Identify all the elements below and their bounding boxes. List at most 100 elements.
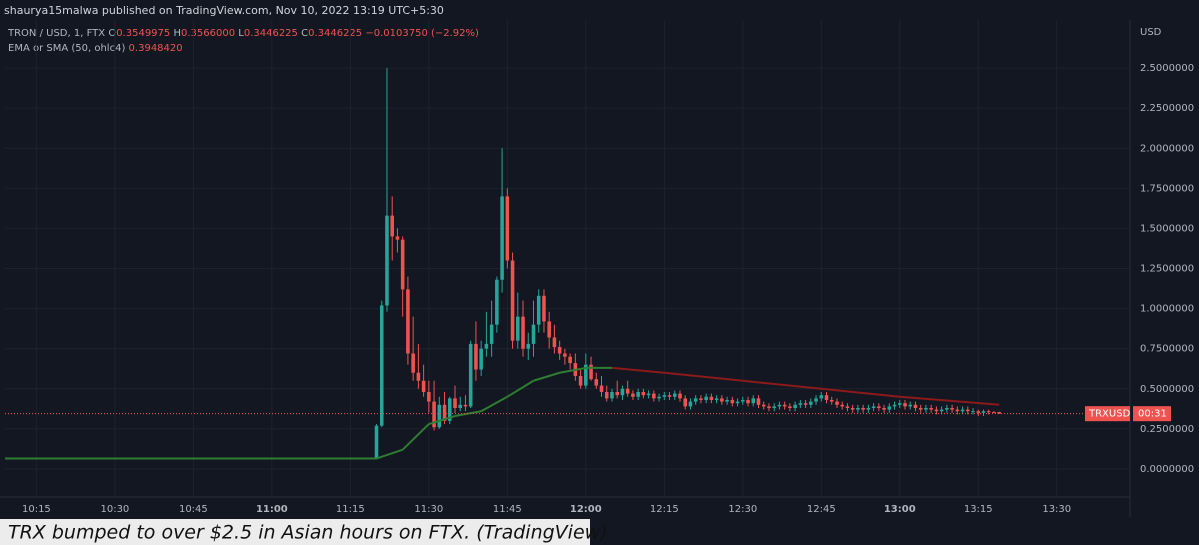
- candle-body: [552, 337, 557, 348]
- candle-body: [427, 391, 431, 402]
- candle-body: [929, 408, 933, 410]
- indicator-line: [454, 410, 482, 418]
- candle-body: [829, 399, 834, 402]
- candle-body: [578, 375, 583, 386]
- candle-body: [516, 316, 520, 341]
- candle-body: [505, 196, 510, 261]
- caption-bar: [0, 519, 590, 545]
- candle-body: [845, 406, 850, 409]
- candle-body: [416, 372, 421, 381]
- candle-body: [960, 409, 965, 412]
- candle-body: [908, 404, 913, 407]
- candle-body: [782, 404, 787, 407]
- candle-body: [840, 404, 844, 407]
- candle-body: [850, 408, 855, 410]
- candle-body: [693, 398, 698, 402]
- legend-change: −0.0103750 (−2.92%): [365, 28, 479, 39]
- indicator-line: [821, 387, 900, 398]
- indicator-line: [664, 371, 743, 382]
- y-tick-label: 0.2500000: [1140, 424, 1194, 435]
- candle-body: [672, 393, 677, 397]
- plot: [5, 68, 1130, 460]
- candle-body: [662, 395, 667, 397]
- candle-body: [761, 404, 766, 407]
- candle-body: [913, 404, 918, 409]
- candle-body: [871, 406, 876, 409]
- candle-body: [986, 411, 991, 413]
- candle-body: [788, 406, 792, 409]
- candle-body: [442, 404, 447, 421]
- y-tick-label: 1.2500000: [1140, 264, 1194, 275]
- candle-body: [385, 215, 389, 306]
- indicator-line: [559, 366, 586, 374]
- candle-body: [479, 348, 483, 370]
- candle-body: [955, 409, 960, 412]
- candle-body: [918, 408, 923, 410]
- candle-body: [966, 409, 970, 412]
- candle-body: [453, 398, 457, 409]
- y-tick-label: 1.0000000: [1140, 304, 1194, 315]
- candle-body: [976, 411, 981, 413]
- candle-body: [604, 391, 609, 399]
- x-tick-label: 11:30: [414, 504, 443, 515]
- x-tick-label: 12:15: [650, 504, 679, 515]
- candle-body: [772, 406, 776, 409]
- legend-h-label: H: [173, 28, 181, 39]
- candle-body: [934, 409, 939, 412]
- candle-body: [395, 236, 400, 240]
- candle-body: [746, 399, 750, 404]
- candle-body: [767, 406, 771, 409]
- candle-body: [411, 353, 415, 373]
- candle-body: [882, 408, 886, 410]
- legend-o-label: O: [108, 28, 116, 39]
- indicator-line: [428, 415, 456, 426]
- candle-body: [704, 396, 708, 400]
- candle-body: [625, 388, 630, 394]
- candle-body: [510, 260, 515, 341]
- x-tick-label: 11:15: [336, 504, 365, 515]
- candle-body: [406, 289, 410, 354]
- price-tag-symbol: TRXUSD: [1088, 409, 1131, 420]
- candle-body: [735, 401, 740, 404]
- candle-body: [584, 364, 588, 386]
- x-tick-label: 12:00: [570, 504, 602, 515]
- candle-body: [741, 399, 745, 402]
- x-tick-label: 12:45: [807, 504, 836, 515]
- candle-body: [631, 393, 635, 397]
- x-tick-label: 13:00: [884, 504, 916, 515]
- candle-body: [709, 396, 714, 400]
- candle-body: [809, 401, 813, 405]
- indicator-name: EMA or SMA (50, ohlc4): [8, 43, 125, 54]
- candle-body: [756, 398, 761, 405]
- legend-symbol: TRON / USD, 1, FTX: [7, 28, 105, 39]
- candle-body: [526, 343, 531, 349]
- candle-body: [500, 196, 504, 280]
- candle-body: [474, 343, 478, 370]
- x-tick-label: 10:45: [179, 504, 208, 515]
- candle-body: [819, 395, 824, 399]
- candle-body: [610, 391, 614, 399]
- candle-body: [547, 321, 551, 338]
- candle-body: [437, 404, 442, 428]
- candle-body: [683, 398, 688, 407]
- candle-body: [699, 398, 703, 400]
- candle-body: [652, 393, 656, 399]
- candle-body: [981, 411, 986, 413]
- candle-body: [531, 324, 536, 344]
- candle-body: [678, 393, 682, 399]
- candle-body: [594, 379, 599, 386]
- candle-body: [897, 403, 902, 405]
- candle-body: [924, 408, 928, 410]
- candle-body: [892, 404, 897, 407]
- indicator-line: [611, 366, 665, 374]
- countdown-text: 00:31: [1138, 409, 1167, 420]
- candle-body: [798, 403, 803, 405]
- indicator-value: 0.3948420: [129, 43, 183, 54]
- candle-body: [447, 398, 452, 421]
- candle-body: [390, 215, 394, 237]
- candle-body: [803, 403, 808, 405]
- x-tick-label: 11:45: [493, 504, 522, 515]
